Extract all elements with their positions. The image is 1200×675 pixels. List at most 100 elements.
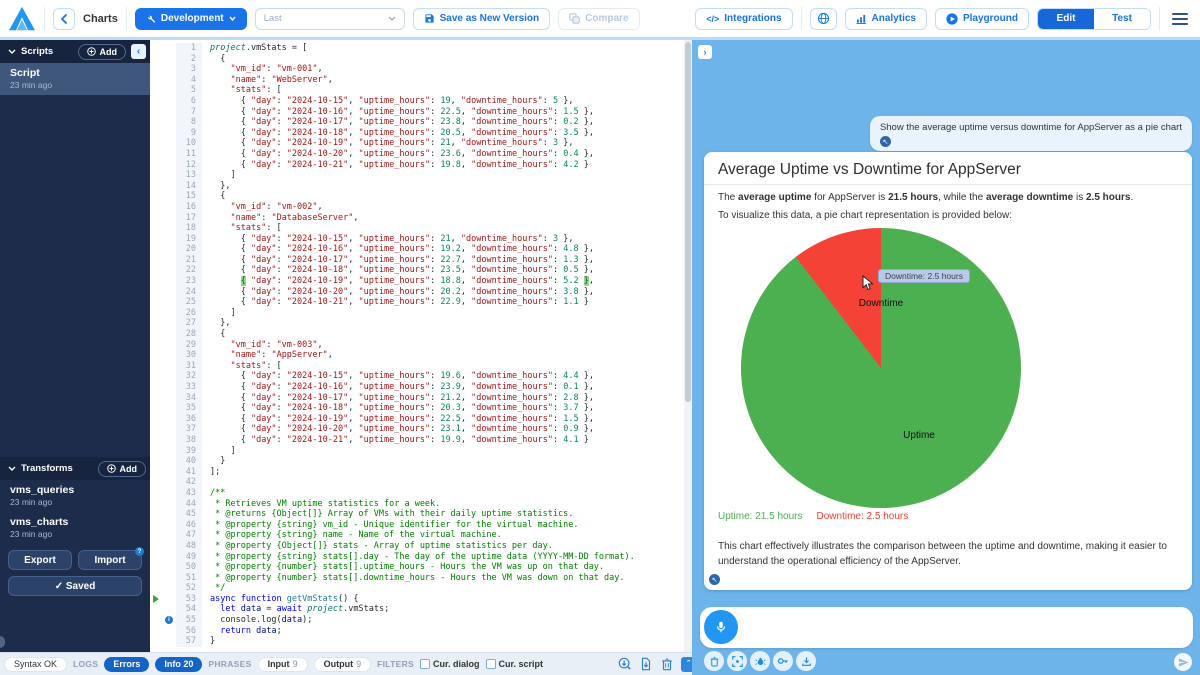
add-transform-button[interactable]: Add (97, 460, 146, 477)
chart-tooltip: Downtime: 2.5 hours (878, 269, 970, 283)
clear-chat-button[interactable] (704, 651, 724, 671)
back-button[interactable] (53, 7, 75, 30)
code-line: 50 * @property {number} stats[].uptime_h… (150, 562, 692, 573)
code-line: 40 } (150, 456, 692, 467)
expand-panel-button[interactable]: › (698, 45, 712, 59)
read-aloud-icon[interactable]: ↖ (879, 136, 891, 147)
code-line: 45 * @returns {Object[]} Array of VMs wi… (150, 509, 692, 520)
code-line: 27 }, (150, 318, 692, 330)
language-button[interactable] (809, 7, 837, 30)
line-number: 47 (176, 530, 202, 541)
toolbar: Charts Development Last Save as New Vers… (0, 0, 1200, 40)
save-as-new-version-button[interactable]: Save as New Version (412, 7, 551, 30)
chevron-down-icon[interactable] (8, 466, 16, 471)
chevron-down-icon (229, 16, 236, 21)
line-number: 20 (176, 244, 202, 255)
code-line: 19 { "day": "2024-10-15", "uptime_hours"… (150, 233, 692, 245)
editor-scrollbar (684, 40, 692, 652)
plus-circle-icon (106, 464, 116, 473)
add-script-button[interactable]: Add (77, 43, 126, 60)
code-line: 57} (150, 636, 692, 647)
line-number: 44 (176, 498, 202, 510)
collapse-sidebar-button[interactable]: ‹ (131, 44, 146, 59)
code-line: 20 { "day": "2024-10-16", "uptime_hours"… (150, 244, 692, 255)
line-number: 10 (176, 138, 202, 149)
version-select[interactable]: Last (254, 7, 405, 30)
code-line: 1 project.vmStats = [ (150, 43, 692, 54)
info-toggle[interactable]: Info 20 (155, 656, 203, 672)
sidebar-item-vms-queries[interactable]: vms_queries 23 min ago (10, 484, 75, 507)
code-line: 18 "stats": [ (150, 223, 692, 234)
cur-dialog-checkbox[interactable] (419, 659, 430, 669)
output-toggle[interactable]: Output 9 (313, 656, 372, 672)
debug-button[interactable] (750, 651, 770, 671)
import-button[interactable]: Import ? (78, 547, 144, 570)
chart-title: Average Uptime vs Downtime for AppServer (718, 161, 1021, 178)
summary-text: The average uptime for AppServer is 21.5… (718, 192, 1134, 203)
download-chat-button[interactable] (796, 651, 816, 671)
line-number: 5 (176, 85, 202, 96)
line-number: 32 (176, 371, 202, 382)
line-number: 33 (176, 382, 202, 393)
code-line: 29 "vm_id": "vm-003", (150, 339, 692, 351)
errors-toggle[interactable]: Errors (104, 656, 150, 672)
message-input[interactable] (700, 607, 1193, 648)
menu-button[interactable] (1168, 11, 1192, 27)
line-number: 1 (176, 43, 202, 54)
syntax-status: Syntax OK (4, 656, 68, 672)
integrations-button[interactable]: </> Integrations (695, 7, 793, 30)
code-line: 2 { (150, 53, 692, 65)
code-line: 8 { "day": "2024-10-17", "uptime_hours":… (150, 117, 692, 128)
saved-button[interactable]: ✓ Saved (8, 576, 142, 596)
code-editor[interactable]: 1 project.vmStats = [2 {3 "vm_id": "vm-00… (150, 40, 692, 652)
export-file-icon[interactable] (639, 657, 653, 671)
analytics-button[interactable]: Analytics (844, 7, 927, 30)
code-line: 38 { "day": "2024-10-21", "uptime_hours"… (150, 434, 692, 446)
line-number: 37 (176, 424, 202, 435)
cur-script-label: Cur. script (498, 659, 544, 669)
code-line: 16 "vm_id": "vm-002", (150, 201, 692, 213)
code-line: 56 return data; (150, 625, 692, 637)
bug-icon (754, 657, 766, 665)
play-circle-icon (946, 12, 958, 25)
download-log-icon[interactable] (618, 657, 632, 671)
export-button[interactable]: Export (8, 550, 72, 570)
input-toggle[interactable]: Input 9 (257, 656, 308, 672)
key-icon (777, 658, 788, 664)
line-number: 28 (176, 329, 202, 340)
read-aloud-icon[interactable]: ↖ (709, 574, 720, 585)
api-key-button[interactable] (773, 651, 793, 671)
playground-button[interactable]: Playground (934, 7, 1029, 30)
sidebar-item-vms-charts[interactable]: vms_charts 23 min ago (10, 516, 69, 539)
sidebar-item-script[interactable]: Script 23 min ago (0, 63, 150, 95)
line-number: 39 (176, 445, 202, 457)
editor-scrollbar-thumb[interactable] (685, 42, 691, 402)
microphone-icon (716, 621, 726, 633)
conclusion-text: This chart effectively illustrates the c… (718, 541, 1167, 567)
code-line: 4 "name": "WebServer", (150, 74, 692, 86)
test-tab[interactable]: Test (1094, 8, 1150, 29)
line-number: 38 (176, 434, 202, 446)
chat-action-row (704, 651, 816, 671)
sidebar-resize-handle[interactable] (0, 636, 5, 648)
trash-icon[interactable] (660, 657, 674, 671)
line-number: 34 (176, 392, 202, 404)
send-button[interactable] (1174, 653, 1192, 671)
run-script-icon[interactable] (153, 595, 159, 604)
code-line: 26 ] (150, 307, 692, 319)
line-number: 8 (176, 117, 202, 128)
code-line: 7 { "day": "2024-10-16", "uptime_hours":… (150, 106, 692, 118)
line-number: 35 (176, 403, 202, 414)
chevron-down-icon[interactable] (8, 49, 16, 54)
cur-script-checkbox[interactable] (485, 659, 496, 669)
environment-dropdown[interactable]: Development (134, 7, 247, 30)
line-number: 53 (176, 593, 202, 605)
edit-tab[interactable]: Edit (1038, 8, 1094, 29)
microphone-button[interactable] (704, 610, 738, 644)
expand-chat-button[interactable] (727, 651, 747, 671)
scripts-section-header: Scripts Add ‹ (0, 40, 150, 63)
expand-icon (731, 655, 743, 667)
edit-test-segment: Edit Test (1037, 7, 1151, 30)
compare-button[interactable]: Compare (558, 7, 640, 30)
line-number: 9 (176, 127, 202, 139)
